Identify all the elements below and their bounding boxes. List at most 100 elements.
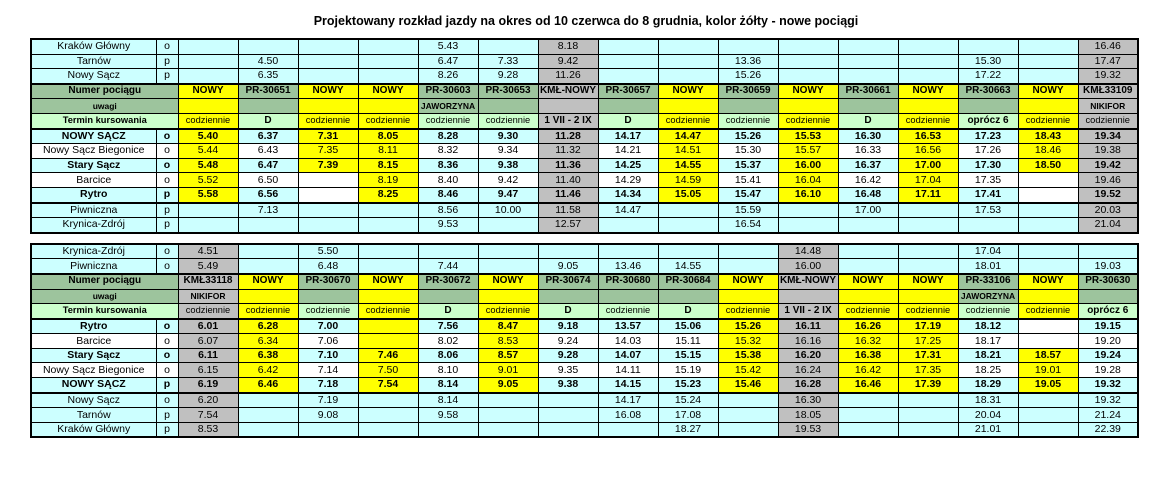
train-number-cell: NOWY <box>657 82 719 100</box>
table-row: uwagi NIKIFOR JAWORZYNA <box>30 288 1139 305</box>
time-cell: 19.32 <box>1077 377 1139 394</box>
uwagi-cell <box>537 98 599 114</box>
time-cell: 11.26 <box>537 68 599 85</box>
station-cell: Krynica-Zdrój <box>30 243 157 260</box>
time-cell: 19.42 <box>1077 157 1139 174</box>
termin-cell: codziennie <box>897 112 959 130</box>
time-cell: 15.57 <box>777 143 839 159</box>
time-cell: 7.46 <box>357 347 419 364</box>
time-cell: 9.28 <box>537 347 599 364</box>
time-cell <box>897 407 959 423</box>
op-cell: p <box>155 421 179 438</box>
train-number-cell: NOWY <box>837 272 899 290</box>
time-cell: 17.00 <box>837 201 899 219</box>
time-cell: 8.18 <box>537 38 599 55</box>
time-cell: 6.19 <box>177 377 239 394</box>
time-cell <box>777 53 839 70</box>
time-cell: 19.03 <box>1077 258 1139 275</box>
time-cell: 18.29 <box>957 377 1019 394</box>
station-cell: Tarnów <box>30 407 157 423</box>
time-cell: 6.46 <box>237 377 299 394</box>
time-cell: 7.31 <box>297 128 359 145</box>
train-number-cell: PR-30680 <box>597 272 659 290</box>
op-cell: o <box>155 318 179 335</box>
time-cell: 6.47 <box>237 157 299 174</box>
uwagi-cell: NIKIFOR <box>177 288 239 305</box>
time-cell: 6.47 <box>417 53 479 70</box>
time-cell: 21.01 <box>957 421 1019 438</box>
time-cell <box>897 258 959 275</box>
time-cell: 18.27 <box>657 421 719 438</box>
train-number-cell: KMŁ-NOWY <box>777 272 839 290</box>
time-cell <box>477 38 539 55</box>
time-cell <box>597 217 659 234</box>
time-cell <box>1017 243 1079 260</box>
time-cell <box>357 333 419 349</box>
time-cell: 16.32 <box>837 333 899 349</box>
station-cell: Kraków Główny <box>30 421 157 438</box>
time-cell: 18.43 <box>1017 128 1079 145</box>
time-cell <box>357 201 419 219</box>
header-label: uwagi <box>30 288 179 305</box>
time-cell: 16.20 <box>777 347 839 364</box>
time-cell: 16.11 <box>777 318 839 335</box>
uwagi-cell <box>837 288 899 305</box>
uwagi-cell <box>357 288 419 305</box>
time-cell: 5.49 <box>177 258 239 275</box>
time-cell <box>477 407 539 423</box>
train-number-cell: PR-30672 <box>417 272 479 290</box>
table-row: Rytro o 6.01 6.28 7.00 7.56 8.47 9.18 13.57 15.06… <box>30 318 1139 335</box>
time-cell <box>957 217 1019 234</box>
time-cell: 5.40 <box>177 128 239 145</box>
time-cell: 8.26 <box>417 68 479 85</box>
train-number-cell: KMŁ-NOWY <box>537 82 599 100</box>
time-cell <box>897 243 959 260</box>
time-cell: 16.30 <box>777 391 839 409</box>
time-cell <box>357 38 419 55</box>
time-cell <box>297 68 359 85</box>
time-cell: 18.50 <box>1017 157 1079 174</box>
time-cell: 7.33 <box>477 53 539 70</box>
time-cell: 18.46 <box>1017 143 1079 159</box>
time-cell: 7.13 <box>237 201 299 219</box>
termin-cell: codziennie <box>1017 303 1079 320</box>
train-number-cell: PR-30663 <box>957 82 1019 100</box>
time-cell <box>1077 243 1139 260</box>
header-label: Numer pociągu <box>30 82 179 100</box>
station-cell: Nowy Sącz Biegonice <box>30 362 157 379</box>
time-cell <box>417 243 479 260</box>
time-cell <box>597 68 659 85</box>
uwagi-cell <box>717 288 779 305</box>
time-cell: 4.50 <box>237 53 299 70</box>
time-cell <box>537 407 599 423</box>
time-cell: 9.53 <box>417 217 479 234</box>
time-cell <box>357 318 419 335</box>
time-cell: 14.21 <box>597 143 659 159</box>
termin-cell: codziennie <box>1077 112 1139 130</box>
termin-cell: 1 VII - 2 IX <box>537 112 599 130</box>
time-cell <box>357 407 419 423</box>
op-cell: o <box>155 38 179 55</box>
time-cell: 17.11 <box>897 186 959 204</box>
table-row: Tarnów p 7.54 9.08 9.58 16.08 17.08 18.05 20.04 2… <box>30 407 1139 423</box>
time-cell: 17.30 <box>957 157 1019 174</box>
time-cell: 15.53 <box>777 128 839 145</box>
time-cell: 6.11 <box>177 347 239 364</box>
time-cell <box>1017 201 1079 219</box>
time-cell <box>297 172 359 188</box>
time-cell <box>477 258 539 275</box>
op-cell: p <box>155 186 179 204</box>
time-cell <box>1017 38 1079 55</box>
time-cell: 17.53 <box>957 201 1019 219</box>
time-cell: 13.36 <box>717 53 779 70</box>
op-cell: p <box>155 201 179 219</box>
time-cell: 11.46 <box>537 186 599 204</box>
termin-cell: codziennie <box>957 303 1019 320</box>
time-cell <box>177 53 239 70</box>
time-cell <box>837 258 899 275</box>
time-cell <box>597 53 659 70</box>
time-cell: 9.18 <box>537 318 599 335</box>
time-cell: 14.34 <box>597 186 659 204</box>
time-cell: 12.57 <box>537 217 599 234</box>
uwagi-cell <box>297 288 359 305</box>
